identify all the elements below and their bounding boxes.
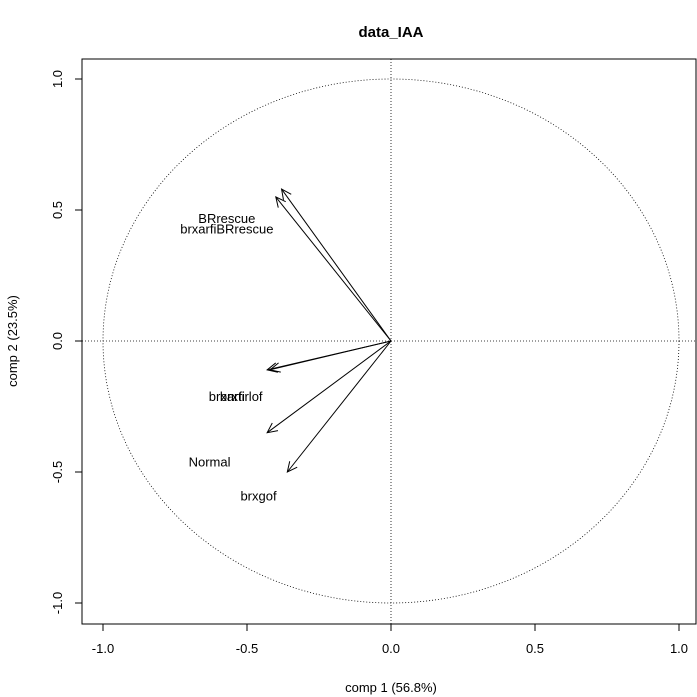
variable-label: brxarfiBRrescue bbox=[180, 221, 273, 236]
variable-label: brxgof bbox=[240, 489, 277, 504]
x-tick-label: -1.0 bbox=[92, 641, 114, 656]
plot-area bbox=[81, 58, 697, 625]
y-axis-label: comp 2 (23.5%) bbox=[5, 295, 20, 387]
loading-arrow bbox=[269, 340, 392, 371]
arrow-head bbox=[286, 461, 298, 473]
chart-title: data_IAA bbox=[358, 24, 423, 41]
arrow-head bbox=[266, 362, 279, 373]
arrow-head bbox=[280, 188, 292, 200]
arrow-head bbox=[268, 362, 281, 373]
y-tick-label: 0.0 bbox=[50, 332, 65, 350]
loading-arrow bbox=[286, 340, 392, 473]
x-tick-label: 0.5 bbox=[526, 641, 544, 656]
x-tick-label: -0.5 bbox=[236, 641, 258, 656]
loading-arrow bbox=[275, 196, 392, 342]
y-tick-label: -1.0 bbox=[50, 592, 65, 614]
variable-label: Normal bbox=[189, 455, 231, 470]
x-axis-label: comp 1 (56.8%) bbox=[345, 680, 437, 695]
y-tick-label: -0.5 bbox=[50, 461, 65, 483]
loading-arrow bbox=[281, 188, 392, 342]
loading-arrow bbox=[266, 340, 392, 434]
arrow-head bbox=[266, 422, 279, 434]
x-tick-label: 0.0 bbox=[382, 641, 400, 656]
x-tick-label: 1.0 bbox=[670, 641, 688, 656]
variable-label: brxtirlof bbox=[220, 389, 263, 404]
variable-label: brxarfi bbox=[209, 389, 245, 404]
y-tick-label: 0.5 bbox=[50, 201, 65, 219]
arrow-head bbox=[275, 195, 286, 208]
y-tick-label: 1.0 bbox=[50, 70, 65, 88]
variable-label: BRrescue bbox=[198, 211, 255, 226]
axes: -1.0 -0.5 0.0 0.5 1.0 -1.0 -0.5 0.0 0.5 1.0 bbox=[50, 70, 688, 656]
